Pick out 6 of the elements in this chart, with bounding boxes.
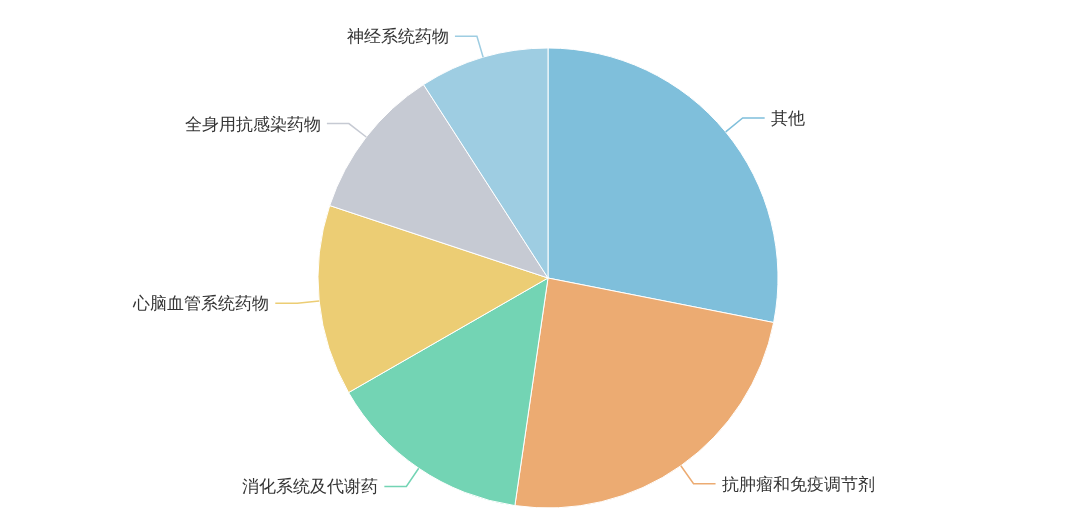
slice-label: 抗肿瘤和免疫调节剂 bbox=[721, 473, 875, 494]
slice-label: 其他 bbox=[770, 107, 805, 128]
slice-label: 神经系统药物 bbox=[346, 26, 449, 47]
slice-label: 消化系统及代谢药 bbox=[242, 476, 379, 497]
slice-label: 心脑血管系统药物 bbox=[132, 293, 270, 314]
slice-label: 全身用抗感染药物 bbox=[184, 113, 321, 134]
